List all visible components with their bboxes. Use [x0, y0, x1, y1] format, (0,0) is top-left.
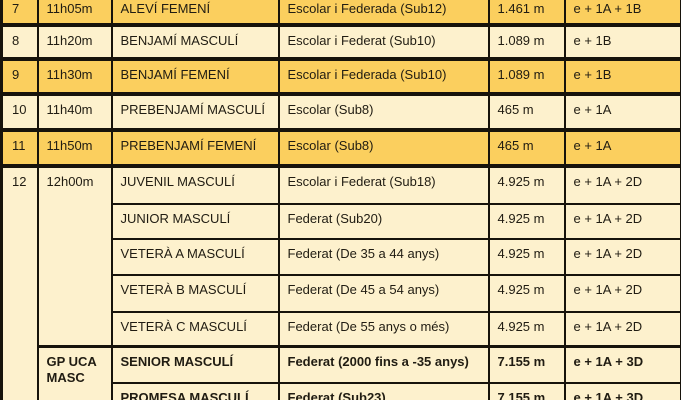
distance-cell: 1.089 m: [487, 58, 566, 96]
category-cell: SENIOR MASCULÍ: [110, 344, 280, 384]
course-code-cell: e + 1A + 2D: [563, 238, 681, 276]
race-number-cell: 10: [0, 93, 39, 132]
table-row: 11 11h50m PREBENJAMÍ FEMENÍ Escolar (Sub8) 4…: [0, 129, 681, 168]
table-row: VETERÀ B MASCULÍ Federat (De 45 a 54 anys…: [2, 274, 681, 313]
license-type-cell: Escolar i Federat (Sub10): [277, 24, 490, 61]
license-type-cell: Federat (2000 fins a -35 anys): [277, 344, 490, 384]
category-cell: ALEVÍ FEMENÍ: [110, 0, 280, 27]
course-code-cell: e + 1B: [563, 58, 681, 96]
start-time-cell: 12h00m: [36, 165, 113, 347]
license-type-cell: Federat (De 45 a 54 anys): [277, 274, 490, 313]
course-code-cell: e + 1A + 2D: [563, 165, 681, 205]
distance-cell: 7.155 m: [487, 382, 566, 400]
category-cell: PROMESA MASCULÍ: [110, 382, 280, 400]
start-time-cell: 11h30m: [36, 58, 113, 96]
license-type-cell: Federat (De 55 anys o més): [277, 311, 490, 347]
category-cell: VETERÀ B MASCULÍ: [110, 274, 280, 313]
category-cell: BENJAMÍ MASCULÍ: [110, 24, 280, 61]
license-type-cell: Escolar i Federada (Sub10): [277, 58, 490, 96]
course-code-cell: e + 1A + 2D: [563, 311, 681, 347]
category-cell: PREBENJAMÍ MASCULÍ: [110, 93, 280, 132]
license-type-cell: Federat (De 35 a 44 anys): [277, 238, 490, 276]
category-cell: JUVENIL MASCULÍ: [110, 165, 280, 205]
table-row: GP UCA MASC SENIOR MASCULÍ Federat (2000 f…: [2, 344, 681, 400]
course-code-cell: e + 1B: [563, 24, 681, 61]
category-cell: VETERÀ C MASCULÍ: [110, 311, 280, 347]
category-cell: JUNIOR MASCULÍ: [110, 203, 280, 240]
table-row: 12 12h00m JUVENIL MASCULÍ Escolar i Federat…: [0, 165, 681, 400]
table-row: 10 11h40m PREBENJAMÍ MASCULÍ Escolar (Sub8)…: [0, 93, 681, 132]
course-code-cell: e + 1A + 3D: [563, 382, 681, 400]
license-type-cell: Escolar i Federat (Sub18): [277, 165, 490, 205]
distance-cell: 4.925 m: [487, 203, 566, 240]
race-number-cell: 12: [0, 165, 39, 400]
table-row: 9 11h30m BENJAMÍ FEMENÍ Escolar i Federada …: [0, 58, 681, 96]
table-row: 8 11h20m BENJAMÍ MASCULÍ Escolar i Federat …: [0, 24, 681, 61]
distance-cell: 465 m: [487, 93, 566, 132]
start-time-cell: 11h40m: [36, 93, 113, 132]
license-type-cell: Escolar (Sub8): [277, 129, 490, 168]
category-cell: PREBENJAMÍ FEMENÍ: [110, 129, 280, 168]
race-number-cell: 11: [0, 129, 39, 168]
distance-cell: 4.925 m: [487, 274, 566, 313]
distance-cell: 1.089 m: [487, 24, 566, 61]
distance-cell: 1.461 m: [487, 0, 566, 27]
course-code-cell: e + 1A: [563, 93, 681, 132]
course-code-cell: e + 1A: [563, 129, 681, 168]
group-label-cell: GP UCA MASC: [36, 344, 113, 400]
distance-cell: 4.925 m: [487, 165, 566, 205]
start-time-cell: 11h50m: [36, 129, 113, 168]
distance-cell: 465 m: [487, 129, 566, 168]
table-row: VETERÀ C MASCULÍ Federat (De 55 anys o mé…: [2, 311, 681, 347]
race-number-cell: 7: [0, 0, 39, 27]
course-code-cell: e + 1A + 3D: [563, 344, 681, 384]
distance-cell: 4.925 m: [487, 238, 566, 276]
course-code-cell: e + 1A + 2D: [563, 274, 681, 313]
distance-cell: 4.925 m: [487, 311, 566, 347]
license-type-cell: Escolar i Federada (Sub12): [277, 0, 490, 27]
start-time-cell: 11h20m: [36, 24, 113, 61]
license-type-cell: Escolar (Sub8): [277, 93, 490, 132]
table-row: VETERÀ A MASCULÍ Federat (De 35 a 44 anys…: [2, 238, 681, 276]
distance-cell: 7.155 m: [487, 344, 566, 384]
race-number-cell: 8: [0, 24, 39, 61]
license-type-cell: Federat (Sub20): [277, 203, 490, 240]
category-cell: BENJAMÍ FEMENÍ: [110, 58, 280, 96]
course-code-cell: e + 1A + 2D: [563, 203, 681, 240]
race-number-cell: 9: [0, 58, 39, 96]
category-cell: VETERÀ A MASCULÍ: [110, 238, 280, 276]
start-time-cell: 11h05m: [36, 0, 113, 27]
course-code-cell: e + 1A + 1B: [563, 0, 681, 27]
license-type-cell: Federat (Sub23): [277, 382, 490, 400]
table-row: 7 11h05m ALEVÍ FEMENÍ Escolar i Federada (S…: [0, 0, 681, 27]
